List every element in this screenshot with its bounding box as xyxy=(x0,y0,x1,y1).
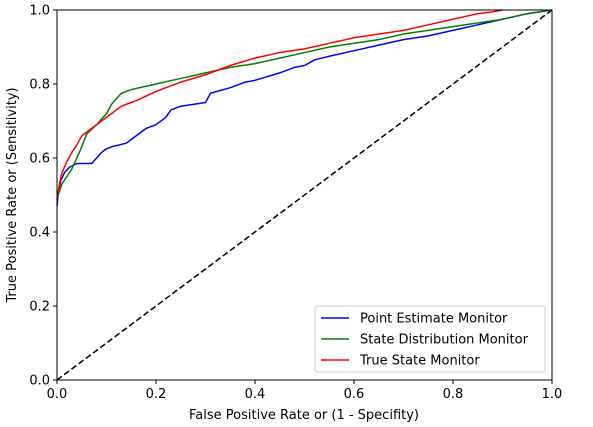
y-tick-label: 0.0 xyxy=(29,374,50,389)
x-tick-label: 0.8 xyxy=(443,387,464,402)
x-tick-label: 0.6 xyxy=(344,387,365,402)
y-tick-label: 1.0 xyxy=(29,4,50,19)
legend-label-2: True State Monitor xyxy=(359,354,480,369)
y-tick-label: 0.6 xyxy=(29,152,50,167)
series-line-1 xyxy=(56,9,553,199)
x-axis: 0.0 0.2 0.4 0.6 0.8 1.0 xyxy=(47,380,563,402)
y-axis: 0.0 0.2 0.4 0.6 0.8 1.0 xyxy=(29,4,57,389)
y-tick-label: 0.2 xyxy=(29,300,50,315)
x-tick-label: 1.0 xyxy=(542,387,563,402)
legend-label-1: State Distribution Monitor xyxy=(360,333,529,348)
series-line-0 xyxy=(56,9,553,207)
series-line-2 xyxy=(56,9,503,199)
legend-box xyxy=(314,305,546,373)
x-tick-label: 0.0 xyxy=(47,387,68,402)
legend-label-0: Point Estimate Monitor xyxy=(360,312,508,327)
y-axis-label: True Positive Rate or (Sensitivity) xyxy=(5,87,20,303)
plot-area xyxy=(56,9,553,381)
legend: Point Estimate Monitor State Distribution… xyxy=(314,305,546,373)
x-tick-label: 0.4 xyxy=(245,387,266,402)
y-tick-label: 0.8 xyxy=(29,78,50,93)
reference-diagonal-line xyxy=(56,9,553,381)
x-axis-label: False Positive Rate or (1 - Specifity) xyxy=(189,408,419,423)
x-tick-label: 0.2 xyxy=(146,387,167,402)
y-tick-label: 0.4 xyxy=(29,226,50,241)
axes-frame xyxy=(56,9,553,381)
